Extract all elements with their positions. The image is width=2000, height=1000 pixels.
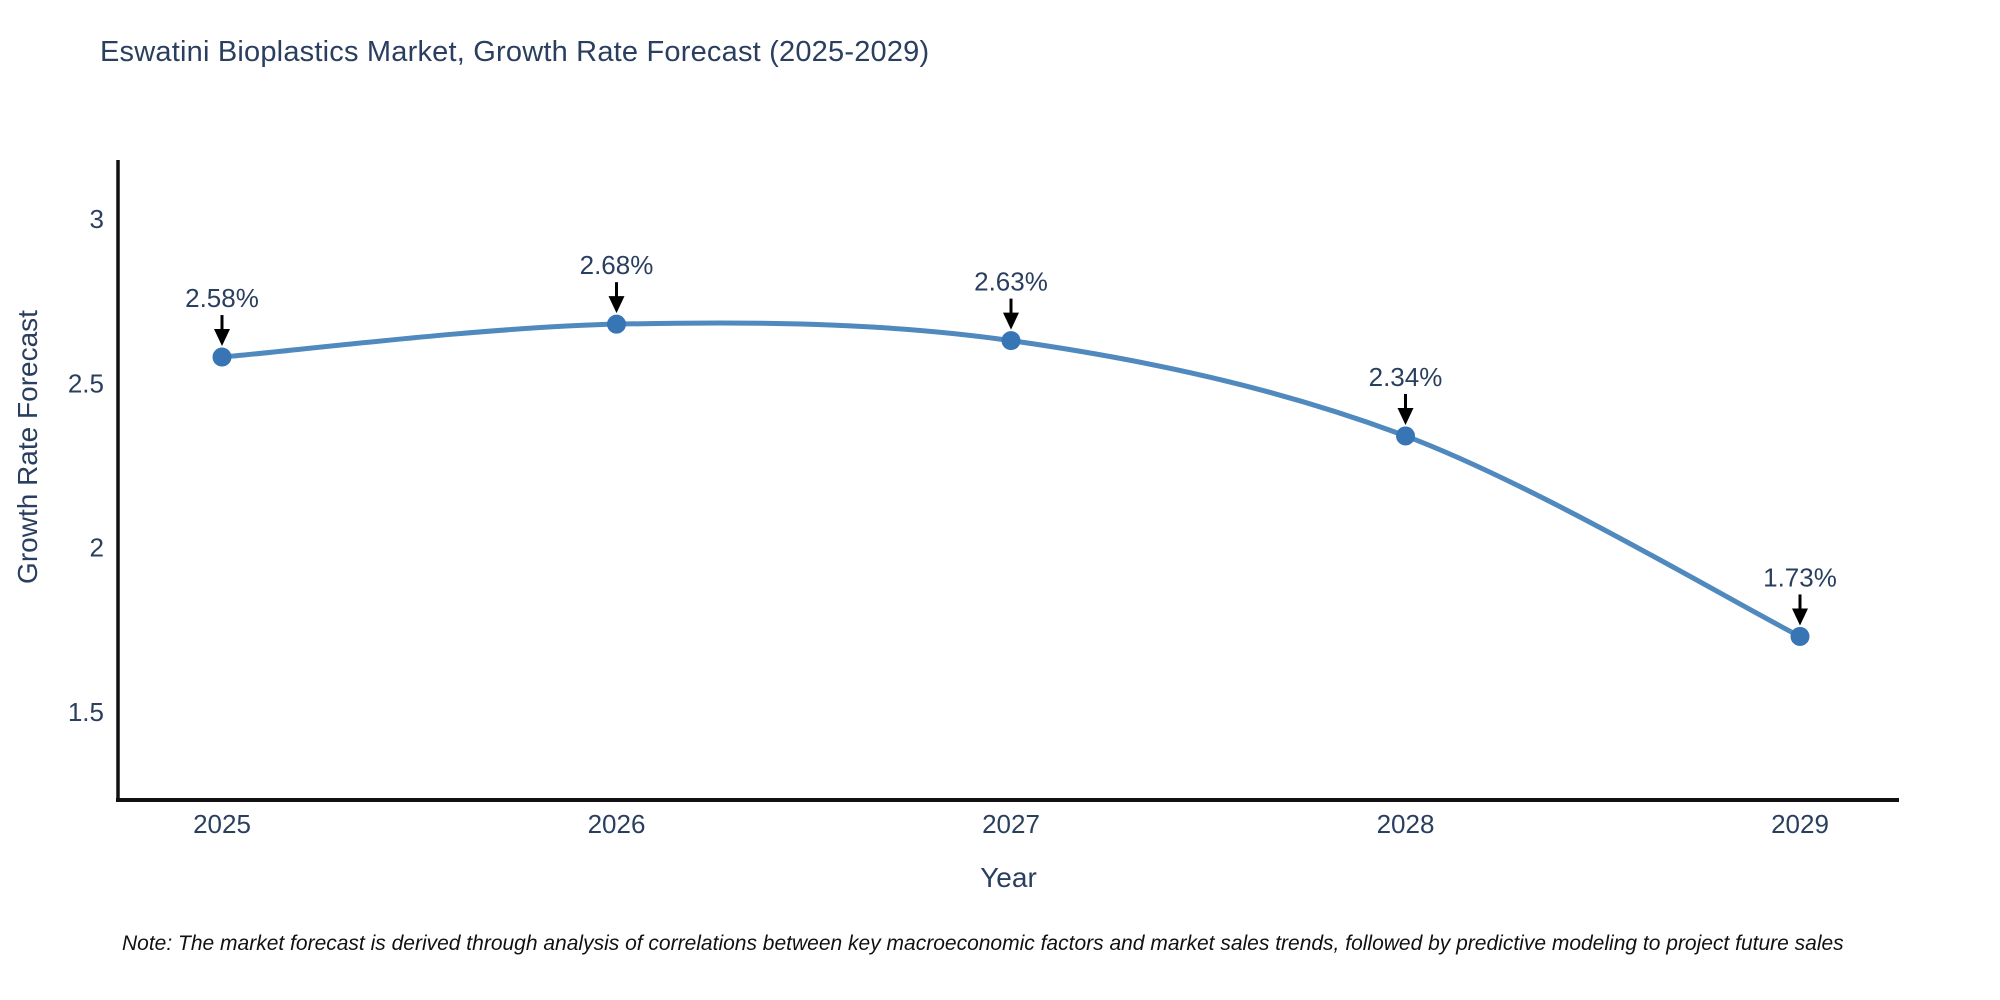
data-point-marker[interactable]	[1396, 426, 1415, 446]
x-axis-title: Year	[980, 862, 1037, 893]
x-tick-label: 2029	[1771, 809, 1829, 839]
y-tick-label: 3	[90, 204, 104, 234]
annotation-label: 2.63%	[974, 267, 1048, 297]
data-point-marker[interactable]	[212, 347, 232, 367]
annotation-label: 2.58%	[185, 283, 259, 313]
annotation-arrowhead	[1792, 608, 1808, 626]
annotation-arrowhead	[608, 296, 625, 314]
annotation-arrowhead	[1397, 407, 1414, 425]
annotation-label: 2.68%	[580, 250, 654, 280]
annotation-arrowhead	[214, 329, 230, 347]
x-tick-label: 2025	[193, 809, 251, 839]
x-tick-label: 2028	[1377, 809, 1435, 839]
data-point-marker[interactable]	[1001, 331, 1021, 351]
y-tick-label: 2.5	[68, 368, 104, 398]
annotation-label: 1.73%	[1763, 562, 1837, 592]
y-tick-label: 2	[90, 533, 104, 563]
x-tick-label: 2026	[588, 809, 646, 839]
x-tick-label: 2027	[982, 809, 1040, 839]
annotation-label: 2.34%	[1369, 362, 1443, 392]
data-point-marker[interactable]	[607, 314, 626, 334]
footnote: Note: The market forecast is derived thr…	[122, 932, 1844, 955]
annotation-arrowhead	[1003, 312, 1019, 330]
y-tick-label: 1.5	[68, 697, 104, 727]
data-point-marker[interactable]	[1790, 626, 1810, 646]
page-title: Eswatini Bioplastics Market, Growth Rate…	[100, 36, 930, 68]
trend-line	[219, 320, 1803, 639]
